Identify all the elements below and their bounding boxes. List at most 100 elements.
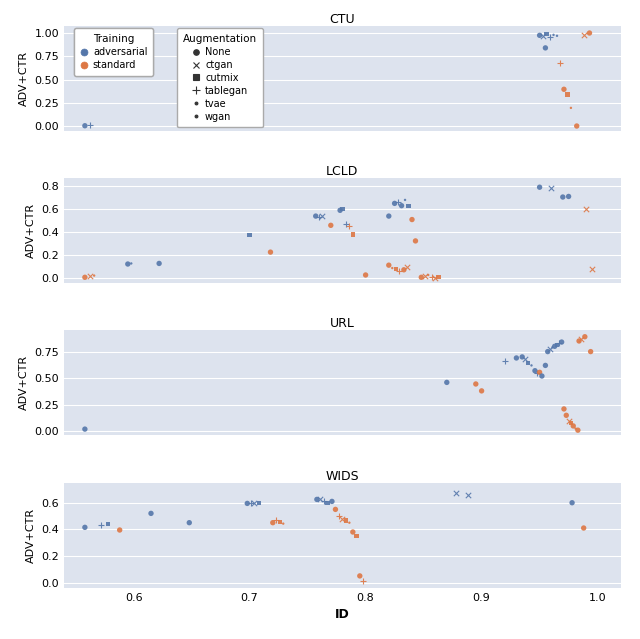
Point xyxy=(242,498,252,509)
Point xyxy=(360,270,371,280)
Point xyxy=(463,490,473,500)
Point xyxy=(534,182,545,192)
Point xyxy=(552,340,562,350)
Point xyxy=(393,197,403,207)
Point xyxy=(340,219,351,229)
Point xyxy=(420,271,430,281)
Point xyxy=(103,519,113,529)
Point xyxy=(476,386,486,396)
Point xyxy=(567,498,577,508)
Point xyxy=(545,32,555,42)
Point xyxy=(80,272,90,282)
Point xyxy=(552,31,562,41)
Point xyxy=(334,511,344,521)
Point xyxy=(545,344,555,355)
Point xyxy=(416,272,426,282)
Point xyxy=(154,258,164,268)
Point xyxy=(572,121,582,131)
Point xyxy=(540,360,550,371)
Point xyxy=(348,229,358,240)
Point xyxy=(573,425,583,435)
Point xyxy=(115,525,125,535)
Point xyxy=(268,518,278,528)
Point xyxy=(423,270,433,280)
Point xyxy=(358,576,369,587)
Point xyxy=(410,236,420,246)
Point xyxy=(559,404,569,414)
Point xyxy=(394,266,404,276)
Point xyxy=(400,195,410,205)
Point xyxy=(576,334,586,344)
Point xyxy=(557,192,568,202)
Point xyxy=(340,516,351,526)
Point xyxy=(520,354,530,364)
Point xyxy=(566,418,576,428)
Point xyxy=(312,495,322,505)
Point xyxy=(89,270,99,281)
Point xyxy=(541,29,552,39)
Legend: adversarial, standard: adversarial, standard xyxy=(74,28,153,76)
Point xyxy=(84,272,95,282)
Point xyxy=(587,263,597,273)
Point xyxy=(559,84,569,95)
Point xyxy=(568,421,579,431)
Point xyxy=(344,221,355,231)
Point xyxy=(80,121,90,131)
Point xyxy=(584,28,595,38)
Point xyxy=(570,424,580,434)
Point xyxy=(275,517,285,527)
Point xyxy=(271,515,282,525)
Point xyxy=(249,498,259,508)
Point xyxy=(530,366,540,376)
Point xyxy=(543,346,553,357)
Title: WIDS: WIDS xyxy=(326,470,359,483)
Point xyxy=(579,30,589,40)
Point xyxy=(327,497,337,507)
Point xyxy=(387,263,397,273)
Point xyxy=(184,518,195,528)
Point xyxy=(80,522,90,532)
Point xyxy=(383,211,394,221)
Point xyxy=(319,496,329,506)
Point xyxy=(402,263,412,273)
Point xyxy=(278,518,289,528)
Point xyxy=(84,120,95,130)
Point xyxy=(561,410,572,420)
Y-axis label: ADV+CTR: ADV+CTR xyxy=(19,355,29,410)
Point xyxy=(540,43,550,53)
Title: LCLD: LCLD xyxy=(326,165,358,178)
Point xyxy=(547,343,557,353)
Point xyxy=(548,30,559,40)
Point xyxy=(351,531,362,541)
Point xyxy=(563,89,573,100)
Point xyxy=(534,30,545,40)
Point xyxy=(523,358,533,369)
Y-axis label: ADV+CTR: ADV+CTR xyxy=(26,203,36,258)
Point xyxy=(337,514,348,524)
Point xyxy=(532,368,542,378)
Point xyxy=(538,31,548,42)
Point xyxy=(244,230,255,240)
Point xyxy=(500,356,510,366)
Point xyxy=(348,527,358,537)
Point xyxy=(123,259,133,269)
Point xyxy=(337,204,348,214)
Point xyxy=(557,337,567,347)
Point xyxy=(580,332,590,342)
Point xyxy=(390,198,400,208)
Point xyxy=(586,346,596,357)
Point xyxy=(335,205,345,215)
Point xyxy=(399,265,409,275)
Point xyxy=(310,211,321,221)
Point xyxy=(344,518,355,528)
Point xyxy=(433,272,444,282)
Point xyxy=(546,183,556,194)
Point xyxy=(316,211,326,221)
Point xyxy=(581,204,591,214)
Point xyxy=(526,360,536,371)
Point xyxy=(396,201,406,211)
Point xyxy=(322,498,332,508)
Point xyxy=(326,220,336,231)
Point xyxy=(330,504,340,514)
Point xyxy=(563,191,573,201)
